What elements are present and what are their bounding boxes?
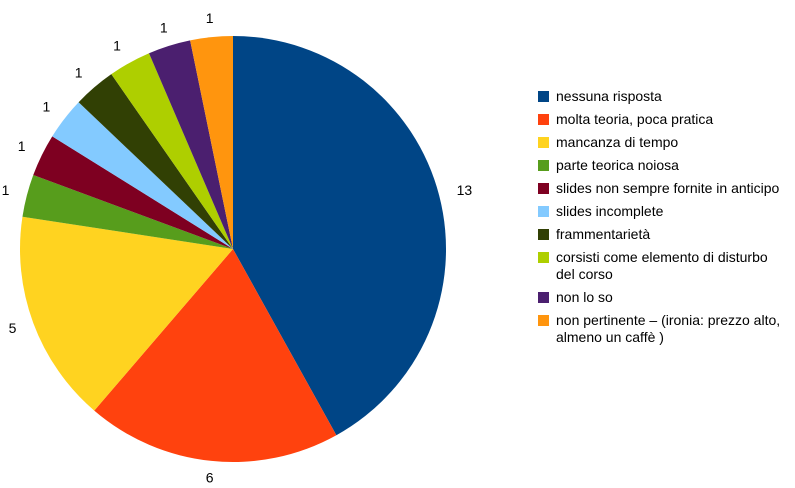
pie-slice xyxy=(22,175,234,249)
legend-label: parte teorica noiosa xyxy=(556,157,679,173)
pie-slice xyxy=(149,40,233,249)
legend-label: non pertinente – (ironia: prezzo alto, a… xyxy=(556,312,781,345)
pie-slice xyxy=(111,53,233,250)
legend-swatch xyxy=(538,206,549,217)
legend-item: nessuna risposta xyxy=(538,88,788,105)
legend-swatch xyxy=(538,114,549,125)
legend-item: mancanza di tempo xyxy=(538,134,788,151)
pie-data-labels: 13 6 5 1 1 1 1 1 1 1 xyxy=(2,10,473,486)
pie-slice xyxy=(94,249,337,463)
pie-slice xyxy=(233,36,447,436)
legend-swatch xyxy=(538,183,549,194)
legend-swatch xyxy=(538,252,549,263)
data-label: 1 xyxy=(113,38,121,54)
pie-slice xyxy=(78,74,234,250)
pie-slice xyxy=(20,216,233,411)
legend-swatch xyxy=(538,91,549,102)
legend-label: non lo so xyxy=(556,289,613,305)
legend-label: mancanza di tempo xyxy=(556,134,679,150)
legend-swatch xyxy=(538,292,549,303)
legend-swatch xyxy=(538,315,549,326)
data-label: 1 xyxy=(206,10,214,26)
legend-item: non lo so xyxy=(538,289,788,306)
data-label: 1 xyxy=(2,182,10,198)
data-label: 13 xyxy=(457,182,473,198)
legend-item: parte teorica noiosa xyxy=(538,157,788,174)
legend-item: slides non sempre fornite in anticipo xyxy=(538,180,788,197)
legend-swatch xyxy=(538,137,549,148)
pie-slice xyxy=(190,36,233,249)
pie-slice xyxy=(33,136,234,249)
chart-legend: nessuna risposta molta teoria, poca prati… xyxy=(538,88,788,352)
legend-label: molta teoria, poca pratica xyxy=(556,111,714,127)
legend-swatch xyxy=(538,160,549,171)
data-label: 5 xyxy=(9,320,17,336)
legend-item: non pertinente – (ironia: prezzo alto, a… xyxy=(538,312,788,346)
legend-label: frammentarietà xyxy=(556,226,651,242)
data-label: 1 xyxy=(160,19,168,35)
legend-label: slides incomplete xyxy=(556,203,664,219)
legend-item: corsisti come elemento di disturbo del c… xyxy=(538,249,788,283)
legend-item: slides incomplete xyxy=(538,203,788,220)
data-label: 1 xyxy=(18,138,26,154)
legend-label: slides non sempre fornite in anticipo xyxy=(556,180,780,196)
data-label: 1 xyxy=(75,64,83,80)
legend-label: nessuna risposta xyxy=(556,88,662,104)
legend-label: corsisti come elemento di disturbo del c… xyxy=(556,249,768,282)
legend-item: molta teoria, poca pratica xyxy=(538,111,788,128)
data-label: 6 xyxy=(206,470,214,486)
legend-swatch xyxy=(538,229,549,240)
pie-slices xyxy=(20,36,447,463)
pie-slice xyxy=(52,102,233,249)
data-label: 1 xyxy=(43,98,51,114)
legend-item: frammentarietà xyxy=(538,226,788,243)
